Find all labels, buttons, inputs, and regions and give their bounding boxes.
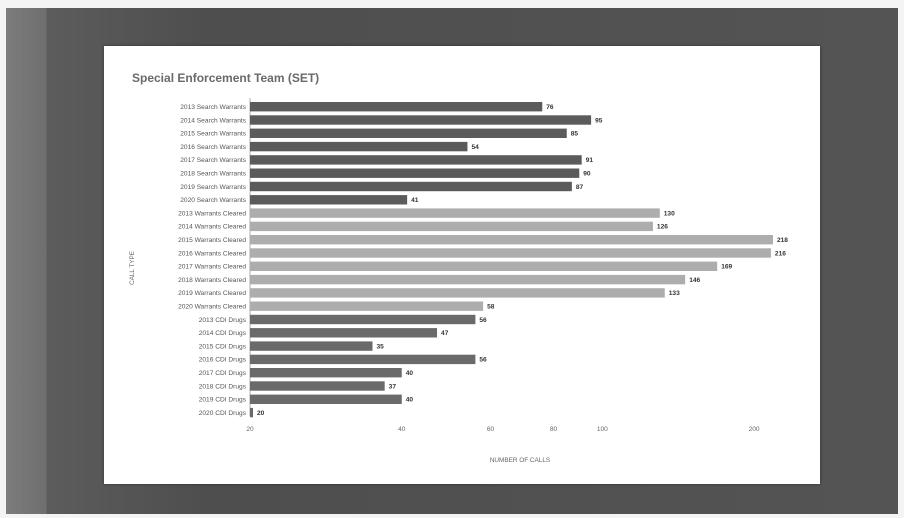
x-tick-label: 100 xyxy=(597,426,608,433)
data-label: 41 xyxy=(411,197,419,204)
bar xyxy=(250,261,718,271)
bar xyxy=(250,314,476,325)
category-label: 2020 Warrants Cleared xyxy=(178,304,246,311)
category-label: 2019 Warrants Cleared xyxy=(178,290,246,297)
chart-title: Special Enforcement Team (SET) xyxy=(132,71,319,85)
data-label: 218 xyxy=(777,237,788,244)
x-tick-label: 40 xyxy=(398,426,406,433)
bar xyxy=(250,274,686,285)
category-label: 2013 Warrants Cleared xyxy=(178,210,246,217)
data-label: 20 xyxy=(257,410,265,417)
bar xyxy=(250,248,771,258)
data-label: 133 xyxy=(669,290,680,297)
data-label: 47 xyxy=(441,330,449,337)
data-label: 35 xyxy=(377,343,385,350)
bar xyxy=(250,128,567,138)
category-label: 2014 CDI Drugs xyxy=(199,330,247,337)
data-label: 40 xyxy=(406,397,414,404)
data-label: 56 xyxy=(479,357,487,364)
category-label: 2015 Search Warrants xyxy=(180,131,246,138)
x-tick-label: 200 xyxy=(749,426,760,433)
bar xyxy=(250,407,253,418)
data-label: 91 xyxy=(586,157,594,164)
chart-card: Special Enforcement Team (SET) CALL TYPE… xyxy=(104,46,820,484)
data-label: 87 xyxy=(576,184,584,191)
data-label: 126 xyxy=(657,224,668,231)
category-label: 2014 Search Warrants xyxy=(180,117,246,124)
category-label: 2020 Search Warrants xyxy=(180,197,246,204)
bar xyxy=(250,381,385,391)
category-label: 2015 Warrants Cleared xyxy=(178,237,246,244)
data-label: 130 xyxy=(664,210,675,217)
data-label: 54 xyxy=(471,144,479,151)
bar xyxy=(250,155,582,165)
x-tick-label: 20 xyxy=(246,426,254,433)
category-label: 2016 CDI Drugs xyxy=(199,357,247,364)
category-label: 2017 CDI Drugs xyxy=(199,370,247,377)
category-label: 2019 Search Warrants xyxy=(180,184,246,191)
category-label: 2016 Search Warrants xyxy=(180,144,246,151)
category-label: 2020 CDI Drugs xyxy=(199,410,247,417)
bar xyxy=(250,368,402,378)
category-label: 2013 Search Warrants xyxy=(180,104,246,111)
bar xyxy=(250,354,476,365)
data-label: 85 xyxy=(571,131,579,138)
data-label: 146 xyxy=(689,277,700,284)
data-label: 58 xyxy=(487,304,495,311)
data-label: 40 xyxy=(406,370,414,377)
bar xyxy=(250,288,665,298)
bar xyxy=(250,301,484,311)
category-label: 2016 Warrants Cleared xyxy=(178,250,246,257)
y-axis-label: CALL TYPE xyxy=(129,251,136,285)
category-label: 2013 CDI Drugs xyxy=(199,317,247,324)
category-label: 2019 CDI Drugs xyxy=(199,397,247,404)
bar xyxy=(250,141,468,152)
category-label: 2014 Warrants Cleared xyxy=(178,224,246,231)
bar xyxy=(250,208,660,218)
data-label: 37 xyxy=(389,383,397,390)
data-label: 95 xyxy=(595,117,603,124)
bar xyxy=(250,115,592,125)
category-label: 2015 CDI Drugs xyxy=(199,343,247,350)
x-tick-label: 60 xyxy=(487,426,495,433)
data-label: 169 xyxy=(721,264,732,271)
bar xyxy=(250,235,773,245)
bar xyxy=(250,102,543,112)
x-tick-label: 80 xyxy=(550,426,558,433)
category-label: 2018 CDI Drugs xyxy=(199,383,247,390)
bar-chart: Special Enforcement Team (SET) CALL TYPE… xyxy=(129,71,788,464)
data-label: 216 xyxy=(775,250,786,257)
bar xyxy=(250,168,580,178)
bar xyxy=(250,195,408,205)
bar xyxy=(250,341,373,351)
bar xyxy=(250,394,402,404)
category-label: 2017 Search Warrants xyxy=(180,157,246,164)
bar xyxy=(250,328,438,338)
data-label: 76 xyxy=(546,104,554,111)
bar xyxy=(250,221,653,232)
x-axis-label: NUMBER OF CALLS xyxy=(490,457,550,464)
data-label: 90 xyxy=(583,171,591,178)
category-label: 2018 Search Warrants xyxy=(180,171,246,178)
category-label: 2018 Warrants Cleared xyxy=(178,277,246,284)
category-label: 2017 Warrants Cleared xyxy=(178,264,246,271)
bar xyxy=(250,181,572,192)
data-label: 56 xyxy=(479,317,487,324)
